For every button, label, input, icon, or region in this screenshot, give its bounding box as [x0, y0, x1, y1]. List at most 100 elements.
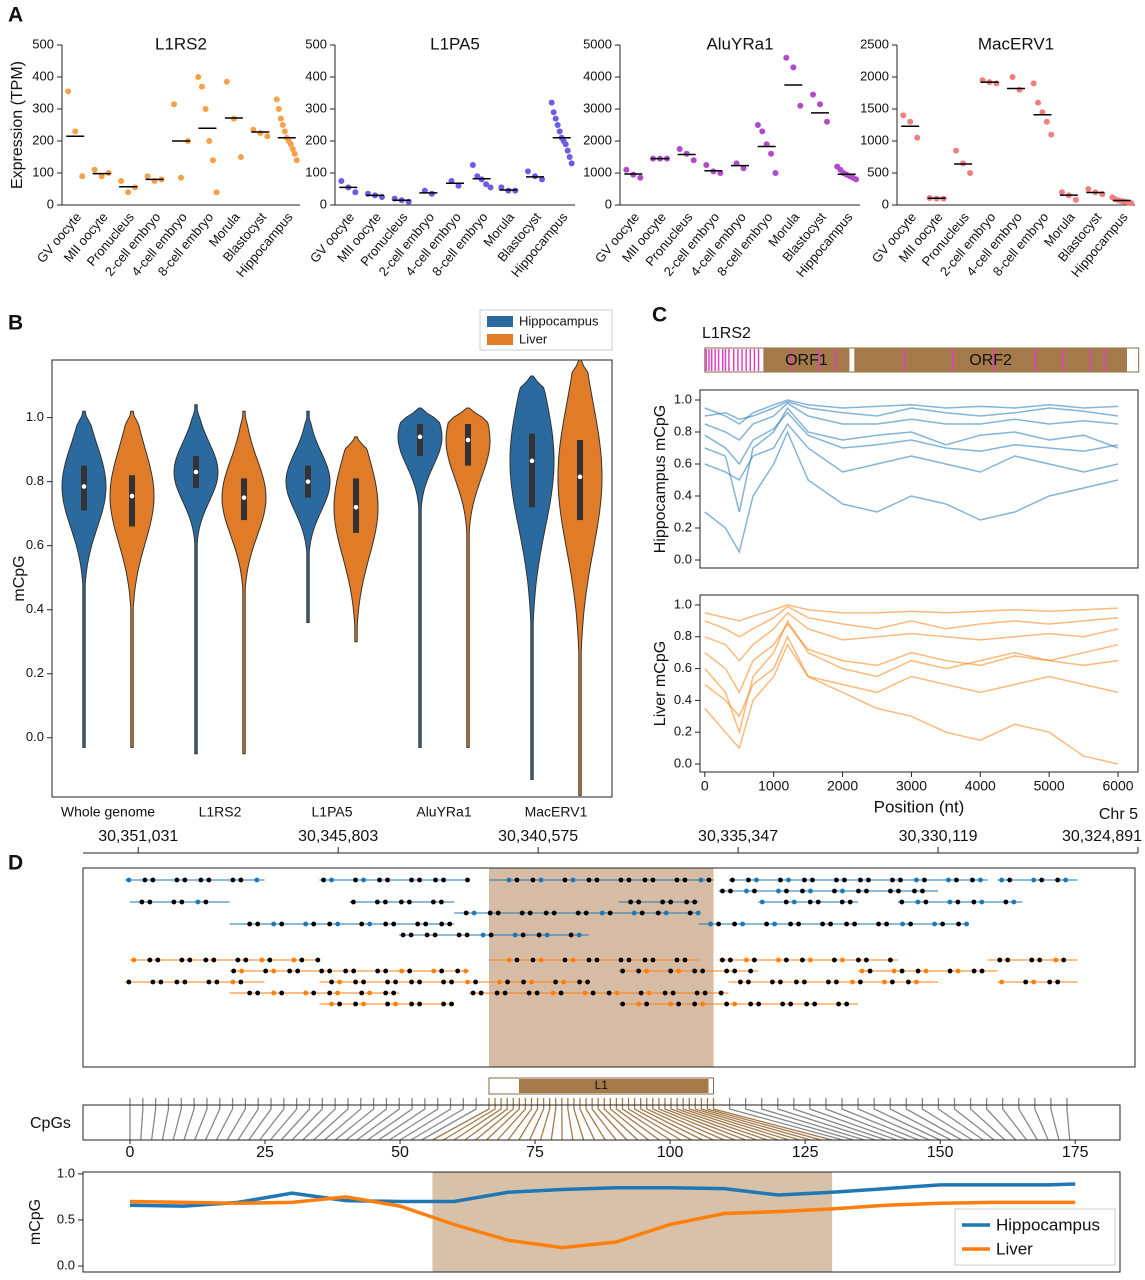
cpg-call: [1055, 979, 1061, 985]
cpg-call: [800, 957, 805, 963]
median-dot: [417, 434, 423, 440]
cpg-call: [784, 957, 789, 963]
violin: [173, 404, 219, 755]
x-tick-label: L1RS2: [199, 804, 242, 820]
orf: [854, 348, 1127, 372]
cpg-call: [770, 979, 775, 985]
cpg-call: [382, 899, 388, 905]
data-point: [554, 122, 561, 128]
cpg-call: [642, 957, 648, 963]
cpg-connector: [728, 1098, 844, 1141]
cpg-call: [923, 968, 929, 974]
data-point: [1048, 131, 1055, 138]
x-axis-label: Position (nt): [874, 797, 965, 816]
cpg-call: [441, 979, 446, 985]
cpg-call: [915, 968, 921, 974]
cpg-call: [932, 921, 937, 927]
cpg-call: [526, 990, 532, 996]
cpg-call: [947, 899, 953, 905]
x-tick-label: 175: [1062, 1144, 1089, 1161]
x-tick-label: 4000: [965, 778, 996, 794]
cpg-call: [1039, 877, 1045, 883]
read-line: [704, 619, 1119, 735]
cpg-call: [662, 990, 668, 996]
cpg-call: [409, 979, 414, 985]
y-tick-label: 0: [47, 196, 54, 211]
cpg-call: [778, 877, 783, 883]
data-point: [273, 96, 280, 103]
cpg-call: [695, 910, 701, 916]
data-point: [264, 133, 271, 140]
cpg-call: [1003, 899, 1009, 905]
data-point: [1043, 118, 1050, 125]
cpg-connector: [841, 1098, 919, 1141]
violin: [221, 410, 267, 755]
cpg-call: [752, 888, 757, 894]
cpg-call: [353, 1001, 358, 1007]
cpg-call: [802, 877, 807, 883]
cpg-call: [971, 968, 977, 974]
cpg-call: [126, 877, 132, 883]
data-point: [568, 160, 575, 167]
y-tick-label: 0.4: [674, 487, 692, 502]
cpg-connector: [603, 1098, 639, 1141]
cpg-connector: [550, 1098, 557, 1141]
chromosome-label: Chr 5: [1099, 806, 1138, 823]
cpg-call: [239, 968, 245, 974]
cpg-call: [810, 877, 815, 883]
data-point: [72, 128, 79, 135]
cpg-connector: [507, 1098, 533, 1141]
cpg-call: [439, 921, 445, 927]
x-tick-label: 5000: [1034, 778, 1065, 794]
cpg-call: [299, 957, 305, 963]
x-tick-label: L1PA5: [312, 804, 353, 820]
data-point: [817, 101, 823, 108]
cpg-connector: [140, 1098, 144, 1141]
cpg-connector: [579, 1098, 596, 1141]
cpg-call: [786, 877, 791, 883]
cpg-call: [319, 968, 325, 974]
cpg-call: [668, 899, 674, 905]
cpg-call: [431, 968, 437, 974]
cpg-connector: [291, 1098, 323, 1141]
cpg-connector: [640, 1098, 703, 1141]
cpg-call: [195, 899, 201, 905]
cpg-call: [267, 957, 273, 963]
cpg-connector: [345, 1098, 388, 1141]
cpg-connector: [453, 1098, 502, 1141]
cpg-frame: [82, 1104, 1121, 1141]
y-tick-label: 0: [605, 196, 612, 211]
cpg-call: [385, 877, 390, 883]
cpg-call: [529, 979, 534, 985]
cpg-call: [171, 899, 177, 905]
cpg-call: [636, 1001, 642, 1007]
median-dot: [193, 469, 199, 475]
cpg-call: [247, 921, 253, 927]
cpg-connector: [410, 1098, 464, 1141]
cpg-call: [728, 888, 733, 894]
violin: [557, 359, 603, 796]
cpg-call: [914, 877, 919, 883]
cpg-call: [583, 910, 589, 916]
cpg-call: [815, 899, 821, 905]
cpg-call: [158, 979, 164, 985]
y-tick-label: 0.0: [674, 551, 692, 566]
cpg-call: [834, 877, 839, 883]
cpg-call: [660, 899, 666, 905]
cpg-call: [922, 877, 927, 883]
cpg-call: [783, 899, 789, 905]
series-line: [129, 1182, 1076, 1208]
cpg-call: [329, 979, 334, 985]
cpg-call: [850, 979, 855, 985]
cpg-call: [377, 877, 382, 883]
cpg-call: [311, 990, 317, 996]
median-dot: [241, 495, 247, 500]
cpg-call: [430, 899, 436, 905]
cpg-call: [150, 877, 156, 883]
plot-frame: [82, 1171, 1121, 1273]
element-body: [518, 1079, 709, 1093]
y-tick-label: 1.0: [26, 409, 44, 424]
cpg-call: [568, 932, 574, 938]
cpg-call: [882, 979, 887, 985]
cpg-call: [383, 968, 389, 974]
